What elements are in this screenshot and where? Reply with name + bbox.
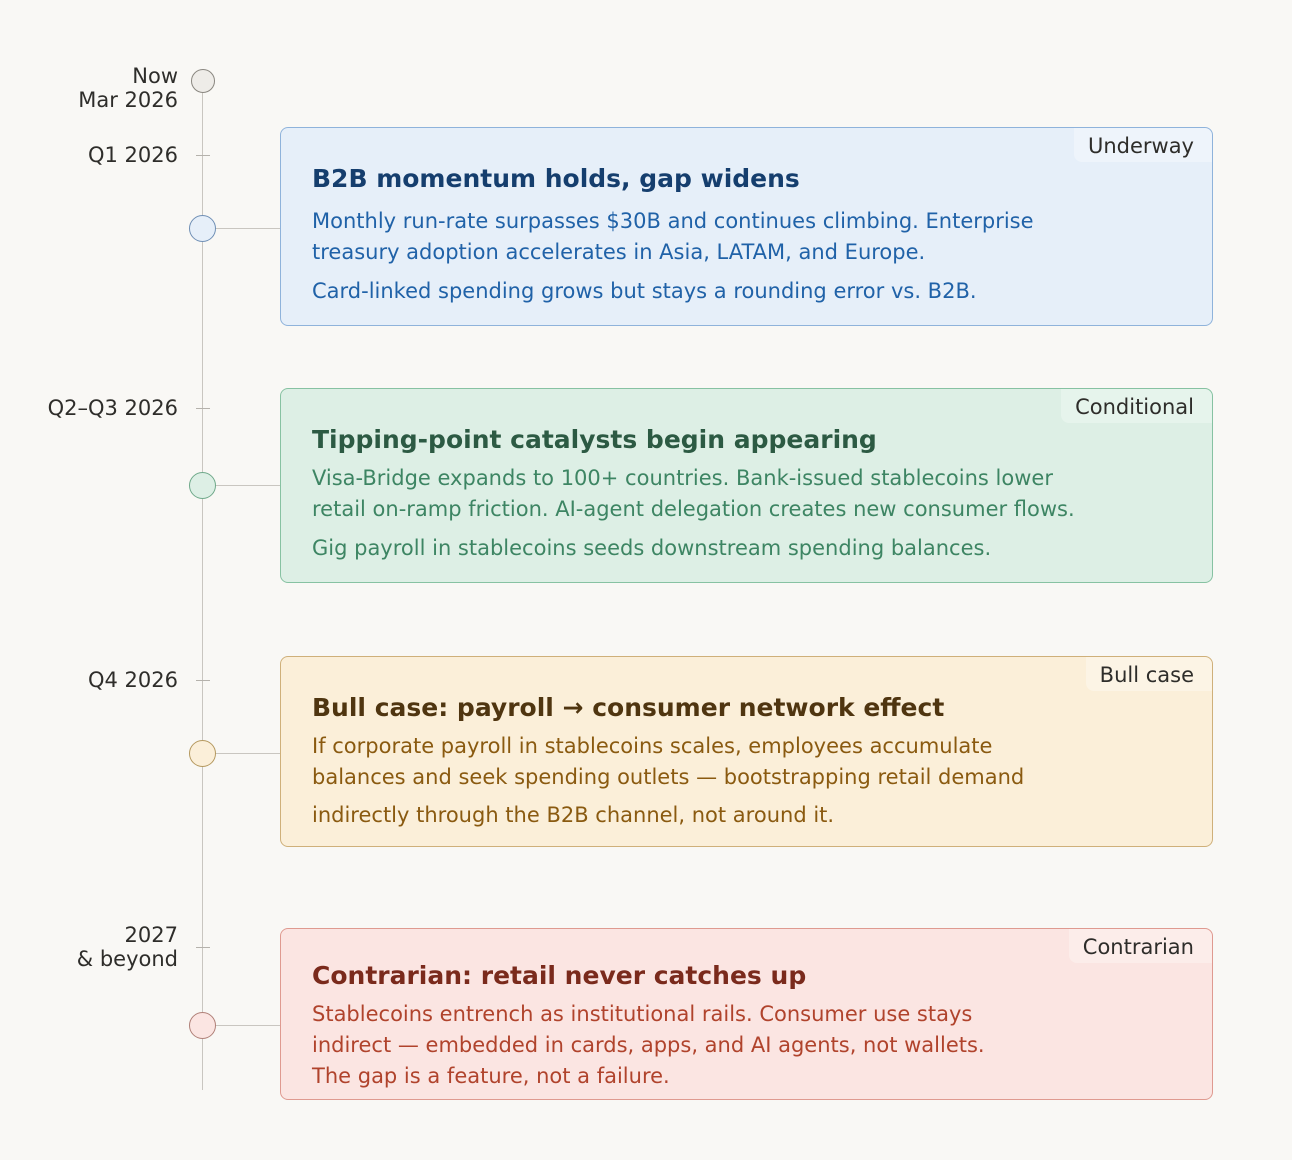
card-body: Visa-Bridge expands to 100+ countries. B… <box>312 466 1075 521</box>
status-badge: Conditional <box>1061 389 1212 423</box>
status-badge: Underway <box>1073 128 1212 162</box>
scenario-card-underway: Underway B2B momentum holds, gap widens … <box>280 127 1213 326</box>
marker-label: Now <box>132 64 178 88</box>
marker-label: 2027 <box>124 923 178 947</box>
timeline-dot-now <box>191 69 215 93</box>
connector <box>214 753 280 754</box>
tick <box>196 947 210 948</box>
status-badge: Bull case <box>1085 657 1212 691</box>
card-note: Card-linked spending grows but stays a r… <box>312 279 977 303</box>
connector <box>214 228 280 229</box>
tick <box>196 155 210 156</box>
timeline-dot <box>189 215 216 242</box>
card-note: The gap is a feature, not a failure. <box>312 1064 670 1088</box>
connector <box>214 1025 280 1026</box>
timeline-dot <box>189 1012 216 1039</box>
marker-now: Now Mar 2026 <box>78 64 178 112</box>
timeline-dot <box>189 472 216 499</box>
card-body: If corporate payroll in stablecoins scal… <box>312 734 1025 789</box>
card-note: Gig payroll in stablecoins seeds downstr… <box>312 536 992 560</box>
timeline-axis <box>202 92 203 1090</box>
status-badge: Contrarian <box>1068 929 1212 963</box>
card-note: indirectly through the B2B channel, not … <box>312 803 835 827</box>
timeline-dot <box>189 740 216 767</box>
card-body: Monthly run-rate surpasses $30B and cont… <box>312 209 1034 264</box>
card-title: Tipping-point catalysts begin appearing <box>312 425 877 454</box>
scenario-card-conditional: Conditional Tipping-point catalysts begi… <box>280 388 1213 583</box>
card-title: Contrarian: retail never catches up <box>312 961 807 990</box>
marker-label: Mar 2026 <box>78 88 178 112</box>
tick <box>196 680 210 681</box>
tick <box>196 408 210 409</box>
connector <box>214 485 280 486</box>
card-title: Bull case: payroll → consumer network ef… <box>312 693 945 722</box>
marker-2027: 2027 & beyond <box>77 923 178 971</box>
marker-q2q3: Q2–Q3 2026 <box>47 396 178 420</box>
scenario-card-contrarian: Contrarian Contrarian: retail never catc… <box>280 928 1213 1100</box>
marker-q4: Q4 2026 <box>87 668 178 692</box>
scenario-card-bull-case: Bull case Bull case: payroll → consumer … <box>280 656 1213 847</box>
marker-label: & beyond <box>76 947 178 971</box>
card-body: Stablecoins entrench as institutional ra… <box>312 1002 985 1057</box>
card-title: B2B momentum holds, gap widens <box>312 164 800 193</box>
marker-q1: Q1 2026 <box>87 143 178 167</box>
